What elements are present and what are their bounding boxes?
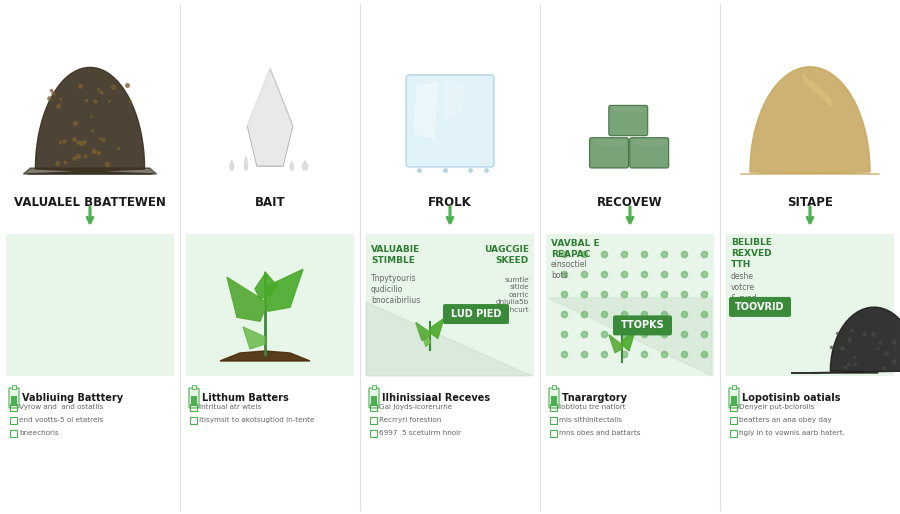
- Text: einsoctiel
bots: einsoctiel bots: [551, 260, 588, 280]
- Bar: [6, 234, 174, 376]
- Text: TOOVRID: TOOVRID: [735, 302, 785, 312]
- Polygon shape: [302, 161, 308, 170]
- Text: VALUALEL BBATTEWEN: VALUALEL BBATTEWEN: [14, 196, 166, 209]
- Polygon shape: [802, 74, 832, 106]
- Text: Ilhinissiaal Receves: Ilhinissiaal Receves: [382, 393, 490, 403]
- Polygon shape: [366, 302, 532, 376]
- Text: VALUABIE
STIMBLE: VALUABIE STIMBLE: [371, 245, 420, 265]
- Bar: [731, 396, 737, 406]
- Text: Intritual atr wteis: Intritual atr wteis: [199, 404, 261, 410]
- Text: Litthum Batters: Litthum Batters: [202, 393, 289, 403]
- Text: Tnpytyouris
qudicilio
bnocaibirlius: Tnpytyouris qudicilio bnocaibirlius: [371, 274, 420, 305]
- Text: BELIBLE
REXVED
TTH: BELIBLE REXVED TTH: [731, 238, 772, 269]
- Text: Tnarargtory: Tnarargtory: [562, 393, 628, 403]
- Bar: [371, 396, 377, 406]
- Text: FROLK: FROLK: [428, 196, 472, 209]
- Polygon shape: [613, 107, 644, 112]
- Bar: [12, 385, 16, 389]
- FancyBboxPatch shape: [729, 388, 739, 408]
- FancyBboxPatch shape: [590, 138, 628, 168]
- FancyBboxPatch shape: [9, 388, 19, 408]
- Text: VAVBAL E
REAPAC: VAVBAL E REAPAC: [551, 239, 599, 259]
- Text: RECOVEW: RECOVEW: [598, 196, 662, 209]
- Text: end vootts-5 ol etatrels: end vootts-5 ol etatrels: [19, 417, 104, 423]
- Text: Vabliuing Batttery: Vabliuing Batttery: [22, 393, 123, 403]
- Polygon shape: [548, 298, 712, 376]
- Text: TTOPKS: TTOPKS: [621, 320, 664, 331]
- Polygon shape: [255, 272, 277, 299]
- Polygon shape: [243, 327, 265, 349]
- Polygon shape: [230, 160, 234, 170]
- Polygon shape: [741, 67, 879, 174]
- Text: 6997  5 scetuirm hnoir: 6997 5 scetuirm hnoir: [379, 430, 461, 436]
- Bar: [192, 385, 196, 389]
- Text: UAGCGIE
SKEED: UAGCGIE SKEED: [484, 245, 529, 265]
- Bar: [366, 234, 534, 376]
- Bar: [552, 385, 556, 389]
- Polygon shape: [290, 161, 293, 170]
- Text: beatters an ana obey day: beatters an ana obey day: [739, 417, 832, 423]
- Text: Lopotisinb oatials: Lopotisinb oatials: [742, 393, 841, 403]
- Text: hgly in to vownis aarb hatert.: hgly in to vownis aarb hatert.: [739, 430, 845, 436]
- FancyBboxPatch shape: [608, 105, 648, 136]
- FancyBboxPatch shape: [613, 316, 672, 336]
- FancyBboxPatch shape: [189, 388, 199, 408]
- Text: Denyeir put-bcloroils: Denyeir put-bcloroils: [739, 404, 814, 410]
- FancyBboxPatch shape: [369, 388, 379, 408]
- FancyBboxPatch shape: [443, 304, 509, 324]
- Polygon shape: [265, 269, 303, 311]
- Polygon shape: [430, 319, 444, 338]
- Text: bneechoris: bneechoris: [19, 430, 58, 436]
- Polygon shape: [422, 335, 430, 346]
- Polygon shape: [609, 335, 622, 353]
- Bar: [186, 234, 354, 376]
- Polygon shape: [444, 84, 463, 119]
- Polygon shape: [244, 156, 248, 170]
- Polygon shape: [791, 307, 900, 373]
- Bar: [191, 396, 197, 406]
- FancyBboxPatch shape: [406, 75, 494, 167]
- Bar: [546, 234, 714, 376]
- Polygon shape: [248, 68, 292, 166]
- Text: BAIT: BAIT: [255, 196, 285, 209]
- Bar: [726, 234, 894, 376]
- Text: Recrryrl forestion: Recrryrl forestion: [379, 417, 441, 423]
- Bar: [372, 385, 376, 389]
- Text: LUD PIED: LUD PIED: [451, 309, 501, 319]
- FancyBboxPatch shape: [630, 138, 669, 168]
- Text: Vyrow and  and ostatlis: Vyrow and and ostatlis: [19, 404, 104, 410]
- FancyBboxPatch shape: [549, 388, 559, 408]
- Bar: [551, 396, 557, 406]
- Polygon shape: [414, 83, 437, 138]
- Text: mis sithinitectalls: mis sithinitectalls: [559, 417, 622, 423]
- Text: Itisymsit to akotsugtiod in-tente: Itisymsit to akotsugtiod in-tente: [199, 417, 314, 423]
- Bar: [11, 396, 17, 406]
- FancyBboxPatch shape: [729, 297, 791, 317]
- Polygon shape: [416, 322, 430, 340]
- Polygon shape: [227, 277, 265, 321]
- Polygon shape: [594, 140, 625, 144]
- Text: Iobtlotu tre natlort: Iobtlotu tre natlort: [559, 404, 626, 410]
- Polygon shape: [220, 351, 310, 361]
- Text: Gai Joyds-icorerurhe: Gai Joyds-icorerurhe: [379, 404, 452, 410]
- Polygon shape: [622, 331, 635, 351]
- Text: mns obes and battarts: mns obes and battarts: [559, 430, 641, 436]
- Polygon shape: [634, 140, 665, 144]
- Text: deshe
votcre
& ryad
gyanction: deshe votcre & ryad gyanction: [731, 272, 769, 314]
- Text: sumtle
sitide
oarric
dniulia5b
bte techcurt: sumtle sitide oarric dniulia5b bte techc…: [484, 277, 529, 313]
- Text: SITAPE: SITAPE: [788, 196, 832, 209]
- Polygon shape: [23, 168, 157, 174]
- Polygon shape: [27, 67, 153, 174]
- Bar: [732, 385, 736, 389]
